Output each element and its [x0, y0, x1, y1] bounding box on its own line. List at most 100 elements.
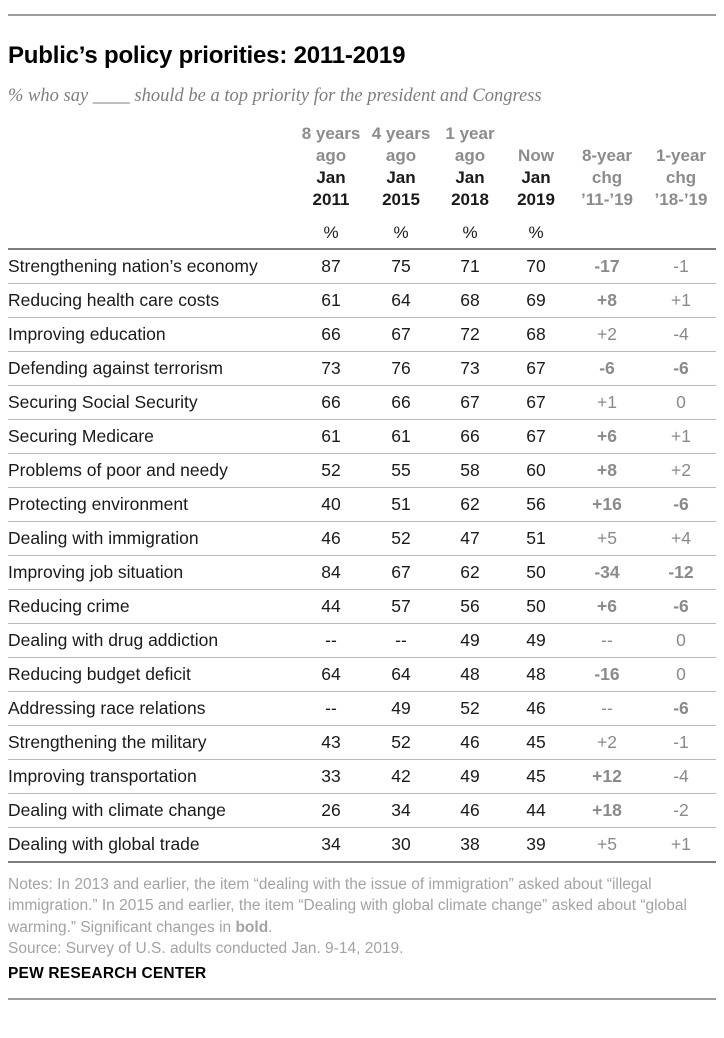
change-8yr: +1 — [597, 392, 617, 412]
change-8yr: +5 — [597, 528, 617, 548]
col-period — [504, 123, 568, 145]
value-2019: 60 — [526, 460, 546, 480]
page-subtitle: % who say ____ should be a top priority … — [8, 86, 542, 106]
value-2019: 45 — [526, 732, 546, 752]
value-2018: 66 — [460, 426, 480, 446]
value-2015: 52 — [391, 528, 411, 548]
column-header-jan-2018: 1 year ago Jan 2018 % — [436, 123, 504, 245]
column-header-jan-2015: 4 years ago Jan 2015 % — [366, 123, 436, 245]
change-1yr: -1 — [673, 732, 689, 752]
value-2011: 73 — [321, 358, 341, 378]
change-1yr: -6 — [673, 596, 689, 616]
change-1yr: -4 — [673, 324, 689, 344]
col-year: 2018 — [451, 190, 489, 209]
value-2019: 67 — [526, 426, 546, 446]
change-1yr: +1 — [671, 426, 691, 446]
value-2018: 46 — [460, 732, 480, 752]
change-8yr: -6 — [599, 358, 615, 378]
row-label: Dealing with immigration — [8, 528, 199, 548]
value-2018: 68 — [460, 290, 480, 310]
source-text: Source: Survey of U.S. adults conducted … — [8, 940, 404, 958]
value-2019: 67 — [526, 392, 546, 412]
value-2018: 58 — [460, 460, 480, 480]
value-2015: 52 — [391, 732, 411, 752]
value-2019: 44 — [526, 800, 546, 820]
table-row: Dealing with climate change 26 34 46 44 … — [8, 794, 716, 828]
table-row: Reducing health care costs 61 64 68 69 +… — [8, 284, 716, 318]
change-8yr: +16 — [592, 494, 622, 514]
value-2011: 64 — [321, 664, 341, 684]
column-header-8yr-change: 8-year chg ’11-’19 — [568, 123, 646, 245]
value-2018: 46 — [460, 800, 480, 820]
table-row: Addressing race relations -- 49 52 46 --… — [8, 692, 716, 726]
value-2019: 49 — [526, 630, 546, 650]
change-8yr: +6 — [597, 426, 617, 446]
table-row: Problems of poor and needy 52 55 58 60 +… — [8, 454, 716, 488]
col-month: Jan — [455, 168, 485, 187]
notes-suffix: . — [268, 918, 273, 936]
value-2011: 66 — [321, 324, 341, 344]
column-header-jan-2019: Now Jan 2019 % — [504, 123, 568, 245]
value-2018: 56 — [460, 596, 480, 616]
col-period2: 1-year — [655, 146, 707, 165]
value-2019: 69 — [526, 290, 546, 310]
change-1yr: -2 — [673, 800, 689, 820]
value-2015: 67 — [391, 324, 411, 344]
value-2019: 48 — [526, 664, 546, 684]
value-2018: 49 — [460, 630, 480, 650]
value-2011: 34 — [321, 834, 341, 854]
value-2019: 45 — [526, 766, 546, 786]
col-month: chg — [665, 168, 697, 187]
row-label: Strengthening nation’s economy — [8, 256, 258, 276]
value-2011: 40 — [321, 494, 341, 514]
col-month: Jan — [386, 168, 416, 187]
value-2015: 61 — [391, 426, 411, 446]
change-1yr: -6 — [673, 494, 689, 514]
brand-name: PEW RESEARCH CENTER — [8, 964, 207, 982]
change-1yr: -6 — [673, 698, 689, 718]
table-row: Reducing budget deficit 64 64 48 48 -16 … — [8, 658, 716, 692]
value-2011: 46 — [321, 528, 341, 548]
value-2015: 30 — [391, 834, 411, 854]
notes-text: Notes: In 2013 and earlier, the item “de… — [8, 874, 716, 938]
notes-prefix: Notes: In 2013 and earlier, the item “de… — [8, 876, 687, 936]
row-label: Protecting environment — [8, 494, 188, 514]
row-label: Dealing with global trade — [8, 834, 200, 854]
value-2011: 33 — [321, 766, 341, 786]
change-1yr: 0 — [676, 392, 686, 412]
value-2011: 61 — [321, 290, 341, 310]
col-year: 2019 — [517, 190, 555, 209]
value-2015: 67 — [391, 562, 411, 582]
value-2015: 64 — [391, 290, 411, 310]
value-2019: 67 — [526, 358, 546, 378]
row-label: Dealing with climate change — [8, 800, 226, 820]
col-year: ’11-’19 — [581, 190, 633, 209]
table-row: Securing Medicare 61 61 66 67 +6 +1 — [8, 420, 716, 454]
change-8yr: -16 — [594, 664, 620, 684]
change-8yr: -- — [601, 630, 613, 650]
change-1yr: +1 — [671, 290, 691, 310]
row-label: Addressing race relations — [8, 698, 206, 718]
value-2011: 43 — [321, 732, 341, 752]
table-row: Dealing with drug addiction -- -- 49 49 … — [8, 624, 716, 658]
priorities-table-body: Strengthening nation’s economy 87 75 71 … — [8, 250, 716, 863]
col-year: 2015 — [382, 190, 420, 209]
col-unit: % — [462, 223, 478, 242]
table-row: Protecting environment 40 51 62 56 +16 -… — [8, 488, 716, 522]
change-8yr: -- — [601, 698, 613, 718]
value-2015: 76 — [391, 358, 411, 378]
table-row: Improving transportation 33 42 49 45 +12… — [8, 760, 716, 794]
change-8yr: +6 — [597, 596, 617, 616]
row-label: Securing Social Security — [8, 392, 198, 412]
col-unit — [646, 221, 716, 245]
value-2018: 48 — [460, 664, 480, 684]
value-2018: 73 — [460, 358, 480, 378]
value-2011: 84 — [321, 562, 341, 582]
value-2015: 75 — [391, 256, 411, 276]
column-header-jan-2011: 8 years ago Jan 2011 % — [296, 123, 366, 245]
value-2015: 49 — [391, 698, 411, 718]
value-2018: 49 — [460, 766, 480, 786]
value-2011: 66 — [321, 392, 341, 412]
value-2019: 56 — [526, 494, 546, 514]
value-2019: 50 — [526, 562, 546, 582]
